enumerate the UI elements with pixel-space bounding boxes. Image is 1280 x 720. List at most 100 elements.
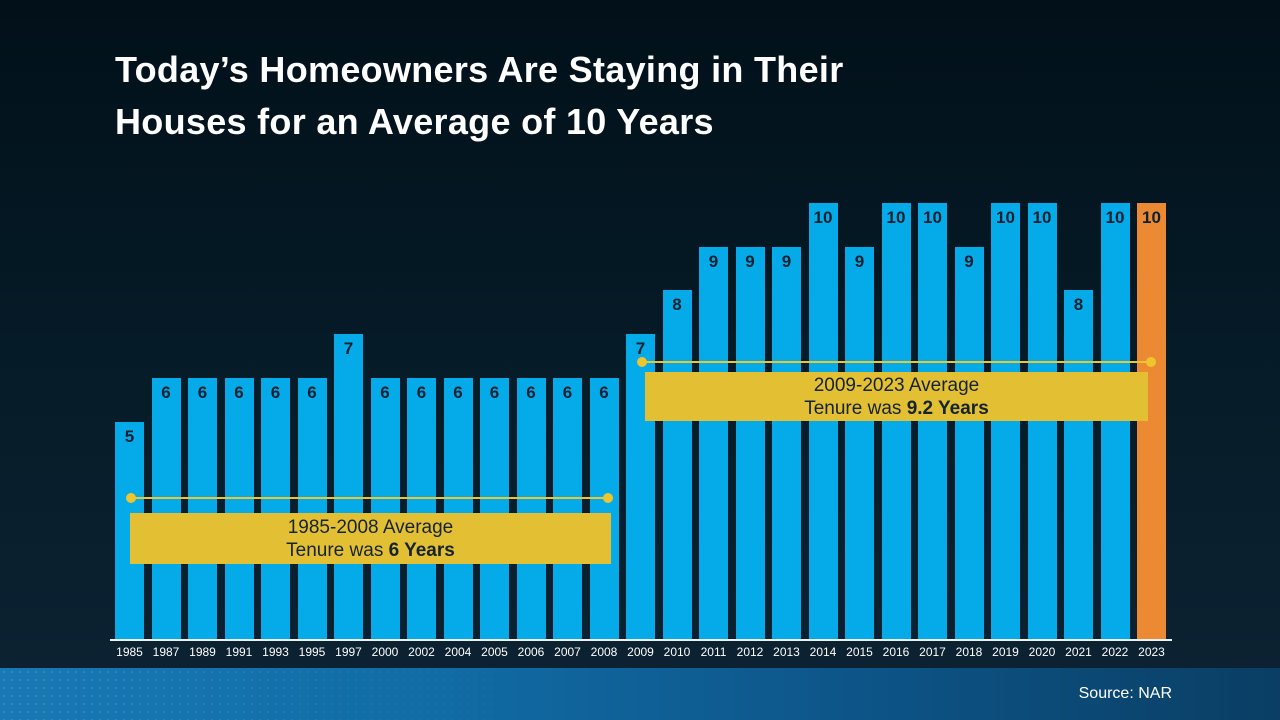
annotation-line-2009-2023	[637, 357, 1156, 367]
bar-1993: 6	[261, 377, 290, 640]
bar-value-label: 6	[161, 382, 171, 402]
bar-value-label: 9	[745, 251, 755, 271]
bar-value-label: 10	[1105, 208, 1125, 227]
annotation-label-line2: Tenure was 9.2 Years	[645, 397, 1148, 420]
source-text: Source: NAR	[1078, 685, 1172, 702]
x-axis-label-2009: 2009	[627, 645, 654, 659]
x-axis-label-1991: 1991	[225, 645, 253, 659]
x-axis-label-1995: 1995	[298, 645, 326, 659]
x-axis-label-2015: 2015	[846, 645, 873, 659]
bar-2000: 6	[370, 377, 400, 640]
bar-2008: 6	[589, 377, 619, 640]
bar-value-label: 6	[234, 382, 244, 402]
bar-value-label: 9	[781, 251, 792, 271]
bar-2016: 10	[881, 203, 911, 640]
x-axis-label-2018: 2018	[955, 645, 983, 659]
x-axis-label-2006: 2006	[517, 645, 545, 659]
slide-title-line1: Today’s Homeowners Are Staying in Their	[115, 49, 844, 90]
bar-2019: 10	[991, 203, 1020, 640]
annotation-label-prefix: Tenure was	[286, 539, 389, 561]
annotation-dot-icon	[126, 493, 136, 503]
x-axis-label-2010: 2010	[663, 645, 691, 659]
x-axis-label-2002: 2002	[408, 645, 435, 659]
bar-2020: 10	[1027, 203, 1057, 640]
bar-value-label: 6	[526, 382, 536, 402]
annotation-label-bold: 9.2 Years	[906, 397, 989, 419]
slide-title: Today’s Homeowners Are Staying in Their …	[115, 44, 1015, 148]
bar-1989: 6	[188, 377, 217, 640]
annotation-label-bold: 6 Years	[388, 539, 455, 561]
bar-2013: 9	[772, 246, 801, 640]
bar-2005: 6	[480, 377, 509, 640]
bar-value-label: 8	[672, 295, 682, 315]
bar-value-label: 9	[708, 251, 719, 271]
x-axis-label-2020: 2020	[1028, 645, 1056, 659]
x-axis-label-2007: 2007	[554, 645, 581, 659]
x-axis-label-2008: 2008	[590, 645, 618, 659]
bar-2018: 9	[954, 246, 984, 640]
x-axis-label-1987: 1987	[152, 645, 180, 659]
bar-2007: 6	[553, 377, 582, 640]
bar-1987: 6	[151, 377, 181, 640]
x-axis-label-1993: 1993	[262, 645, 289, 659]
bar-2002: 6	[407, 377, 436, 640]
bar-2011: 9	[699, 246, 728, 640]
x-axis-label-2013: 2013	[773, 645, 800, 659]
bar-2021: 8	[1064, 290, 1093, 640]
bar-2004: 6	[443, 377, 473, 640]
bar-1995: 6	[297, 377, 327, 640]
bar-value-label: 9	[964, 251, 974, 271]
annotation-box-2009-2023: 2009-2023 Average Tenure was 9.2 Years	[645, 372, 1148, 421]
x-axis-label-2000: 2000	[371, 645, 399, 659]
bar-value-label: 6	[380, 382, 390, 402]
annotation-label-line2: Tenure was 6 Years	[130, 539, 611, 562]
annotation-label-line1: 2009-2023 Average	[813, 374, 980, 396]
annotation-box-1985-2008: 1985-2008 Average Tenure was 6 Years	[130, 513, 611, 564]
x-axis-label-1997: 1997	[335, 645, 362, 659]
bar-1997: 7	[334, 334, 363, 640]
x-axis-label-2022: 2022	[1101, 645, 1129, 659]
footer-bar: Source: NAR	[0, 668, 1280, 720]
annotation-line-1985-2008	[126, 493, 613, 503]
bar-value-label: 7	[635, 339, 646, 359]
bar-2006: 6	[516, 377, 546, 640]
bar-value-label: 9	[854, 251, 865, 271]
annotation-label-prefix: Tenure was	[804, 397, 907, 419]
x-axis-label-2019: 2019	[992, 645, 1019, 659]
bar-2022: 10	[1100, 203, 1130, 640]
bar-1991: 6	[224, 377, 254, 640]
x-axis-label-2017: 2017	[919, 645, 946, 659]
bar-value-label: 6	[562, 382, 573, 402]
x-axis-label-2012: 2012	[736, 645, 764, 659]
annotation-dot-icon	[637, 357, 647, 367]
bar-value-label: 6	[489, 382, 500, 402]
bar-value-label: 6	[599, 382, 609, 402]
bar-value-label: 10	[886, 208, 906, 227]
x-axis-label-2023: 2023	[1138, 645, 1165, 659]
bar-2015: 9	[845, 246, 874, 640]
bar-value-label: 6	[453, 382, 463, 402]
bar-value-label: 6	[307, 382, 317, 402]
bar-2014: 10	[808, 203, 838, 640]
x-axis-label-2005: 2005	[481, 645, 508, 659]
x-axis-baseline	[110, 639, 1172, 641]
bar-value-label: 8	[1073, 295, 1084, 315]
x-axis-label-1989: 1989	[189, 645, 216, 659]
bar-value-label: 10	[1032, 208, 1052, 227]
x-axis-label-2004: 2004	[444, 645, 472, 659]
annotation-label-line1: 1985-2008 Average	[287, 516, 454, 538]
x-axis-label-1985: 1985	[116, 645, 143, 659]
slide-title-line2: Houses for an Average of 10 Years	[115, 101, 714, 142]
x-axis-label-2021: 2021	[1065, 645, 1092, 659]
annotation-dot-icon	[1146, 357, 1156, 367]
bar-2010: 8	[662, 290, 692, 640]
x-axis-label-2011: 2011	[700, 645, 727, 659]
footer-dot-pattern	[0, 668, 576, 720]
bar-2012: 9	[735, 246, 765, 640]
x-axis-label-2016: 2016	[882, 645, 910, 659]
bar-value-label: 6	[270, 382, 281, 402]
bar-value-label: 10	[923, 208, 942, 227]
bar-value-label: 7	[343, 339, 354, 359]
bar-value-label: 6	[416, 382, 427, 402]
